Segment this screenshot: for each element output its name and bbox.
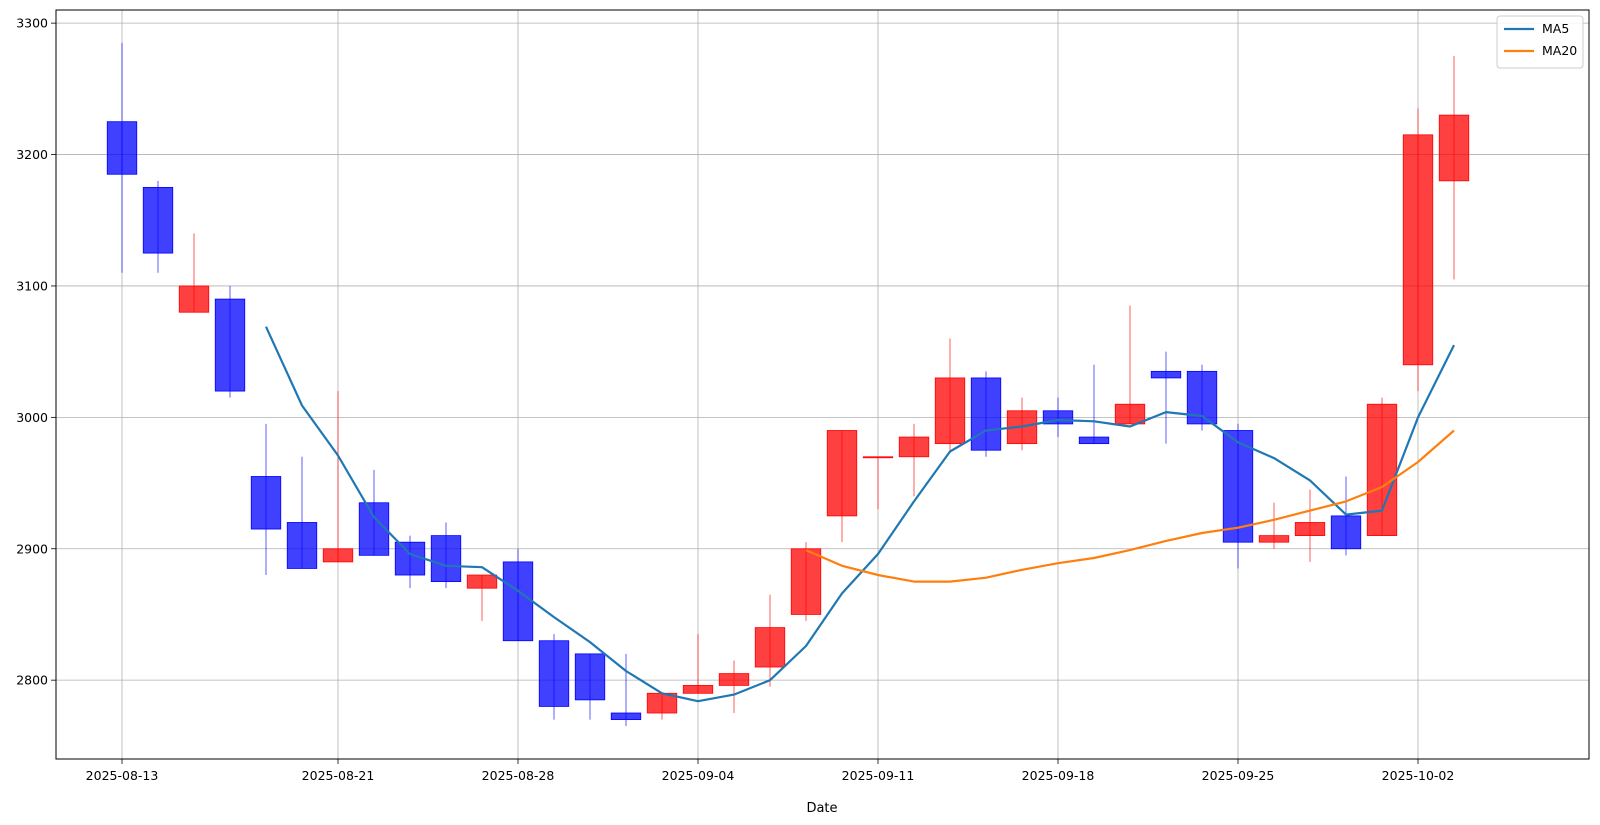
legend-box bbox=[1496, 15, 1584, 69]
y-tick-label: 2900 bbox=[16, 541, 48, 556]
candle-down bbox=[970, 377, 1002, 451]
candle-up bbox=[754, 627, 786, 668]
candle-up bbox=[718, 673, 750, 686]
candle-down bbox=[358, 502, 390, 556]
candle-down bbox=[574, 653, 606, 701]
series-line-ma5 bbox=[264, 326, 1455, 703]
y-tick-label: 3300 bbox=[16, 16, 48, 31]
candle-down bbox=[1150, 370, 1182, 379]
x-axis-label: Date bbox=[806, 801, 837, 816]
candle-down bbox=[430, 535, 462, 583]
candle-up bbox=[1402, 134, 1434, 366]
candle-up bbox=[1114, 403, 1146, 425]
x-tick-label: 2025-08-28 bbox=[482, 768, 555, 783]
candle-down bbox=[1330, 515, 1362, 550]
x-tick-label: 2025-09-04 bbox=[662, 768, 735, 783]
candle-up bbox=[466, 574, 498, 589]
candle-down bbox=[502, 561, 534, 642]
candle-up bbox=[1438, 114, 1470, 182]
series-line-ma20 bbox=[805, 429, 1455, 583]
candle-up bbox=[1294, 522, 1326, 537]
x-axis-ticks: 2025-08-13 2025-08-21 2025-08-28 2025-09-04… bbox=[86, 759, 1455, 783]
candle-down bbox=[106, 121, 138, 175]
y-tick-label: 3200 bbox=[16, 147, 48, 162]
candle-up bbox=[322, 548, 354, 563]
candle-down bbox=[538, 640, 570, 707]
candle-down bbox=[394, 541, 426, 576]
candle-down bbox=[214, 298, 246, 392]
candle-up bbox=[934, 377, 966, 445]
x-tick-label: 2025-09-11 bbox=[842, 768, 915, 783]
candle-down bbox=[1078, 436, 1110, 445]
candles bbox=[106, 42, 1470, 727]
moving-average-lines bbox=[264, 326, 1455, 703]
candle-down bbox=[286, 522, 318, 569]
y-tick-label: 3000 bbox=[16, 410, 48, 425]
x-tick-label: 2025-08-21 bbox=[302, 768, 375, 783]
candle-up bbox=[862, 456, 894, 459]
x-tick-label: 2025-10-02 bbox=[1382, 768, 1455, 783]
plot-frame bbox=[55, 9, 1590, 760]
candle-down bbox=[142, 186, 174, 254]
x-tick-label: 2025-09-25 bbox=[1202, 768, 1275, 783]
candle-up bbox=[790, 548, 822, 615]
x-tick-label: 2025-08-13 bbox=[86, 768, 159, 783]
legend-label-ma20: MA20 bbox=[1542, 43, 1577, 58]
candle-down bbox=[610, 712, 642, 720]
candle-down bbox=[1222, 430, 1254, 543]
candle-up bbox=[178, 285, 210, 313]
legend: MA5 MA20 bbox=[1496, 15, 1584, 69]
candle-up bbox=[898, 436, 930, 458]
x-tick-label: 2025-09-18 bbox=[1022, 768, 1095, 783]
legend-label-ma5: MA5 bbox=[1542, 21, 1569, 36]
candle-up bbox=[1366, 403, 1398, 537]
candle-up bbox=[826, 430, 858, 517]
candle-up bbox=[682, 685, 714, 694]
candle-up bbox=[1258, 535, 1290, 543]
y-axis-ticks: 2800 2900 3000 3100 3200 3300 bbox=[16, 16, 56, 688]
y-tick-label: 2800 bbox=[16, 673, 48, 688]
y-tick-label: 3100 bbox=[16, 278, 48, 293]
candle-down bbox=[250, 476, 282, 530]
